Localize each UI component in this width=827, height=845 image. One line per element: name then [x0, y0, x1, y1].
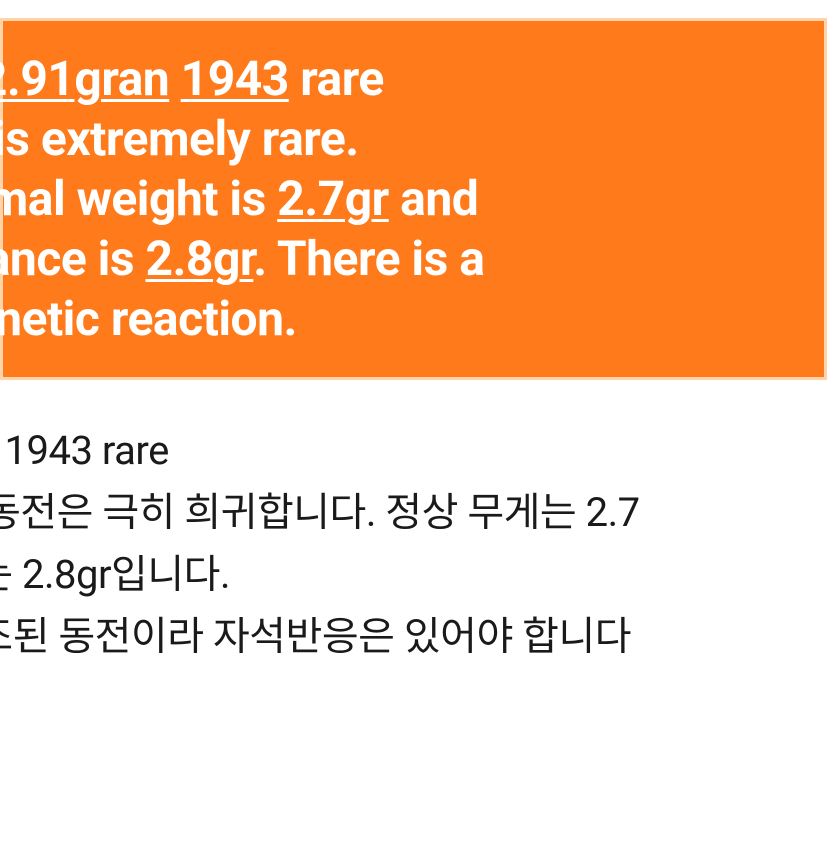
caption-line-4: 주조된 동전이라 자석반응은 있어야 합니다 [0, 606, 827, 668]
text-fragment: ormal weight is [0, 170, 277, 227]
card-line-2: in is extremely rare. [0, 109, 824, 169]
caption-line-3: 위는 2.8gr입니다. [0, 544, 827, 606]
caption-line-1: ran 1943 rare [0, 420, 827, 482]
caption-line-2: m 동전은 극히 희귀합니다. 정상 무게는 2.7 [0, 482, 827, 544]
highlight-card: e 2.91gran 1943 rare in is extremely rar… [0, 18, 827, 380]
text-fragment: erance is [0, 230, 145, 287]
text-fragment: rare [289, 50, 384, 107]
underlined-text: 2.7gr [277, 170, 389, 227]
card-line-1: e 2.91gran 1943 rare [0, 49, 824, 109]
text-fragment: . There is a [253, 230, 484, 287]
caption-block: ran 1943 rare m 동전은 극히 희귀합니다. 정상 무게는 2.7… [0, 380, 827, 668]
card-line-3: ormal weight is 2.7gr and [0, 169, 824, 229]
card-line-5: agnetic reaction. [0, 289, 824, 349]
card-line-4: erance is 2.8gr. There is a [0, 229, 824, 289]
text-fragment: and [389, 170, 479, 227]
underlined-text: 1943 [181, 50, 289, 107]
underlined-text: 2.8gr [145, 230, 253, 287]
text-fragment [169, 50, 180, 107]
underlined-text: 2.91gran [0, 50, 169, 107]
